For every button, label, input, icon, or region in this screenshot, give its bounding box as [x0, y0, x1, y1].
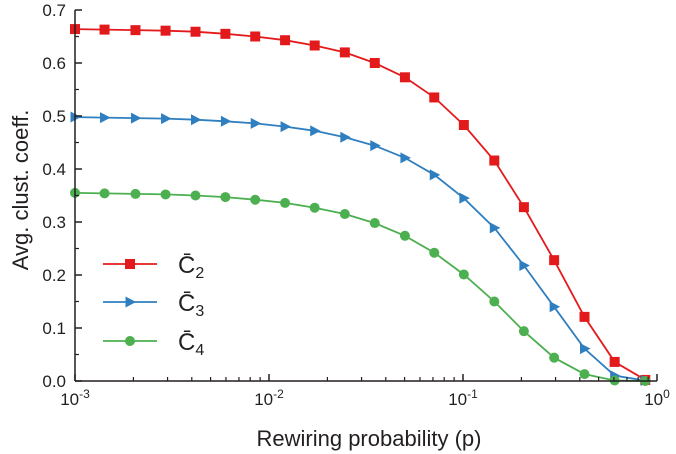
data-point-square	[220, 28, 231, 39]
data-point-triangle	[280, 121, 292, 133]
data-point-circle	[429, 247, 440, 258]
data-point-square	[130, 25, 141, 36]
x-tick-label: 10-1	[448, 387, 478, 409]
plot-area	[70, 24, 652, 386]
data-point-circle	[99, 188, 110, 199]
data-point-triangle	[220, 115, 232, 127]
legend-label: C̄2	[178, 252, 204, 282]
y-tick-label: 0.5	[42, 107, 66, 126]
data-point-square	[429, 92, 440, 103]
axes: 0.0 0.1 0.2 0.3 0.4 0.5 0.6 0.7 10-3 10-2 10-1 100	[42, 1, 670, 409]
data-point-triangle	[191, 114, 202, 126]
x-tick-label: 10-2	[254, 387, 284, 409]
data-point-triangle	[489, 222, 501, 234]
data-point-square	[309, 40, 320, 51]
data-point-circle	[125, 336, 135, 346]
data-point-circle	[220, 192, 231, 203]
data-point-circle	[250, 194, 261, 205]
data-point-square	[609, 356, 620, 367]
data-point-triangle	[125, 296, 136, 308]
data-point-triangle	[429, 169, 441, 181]
data-point-triangle	[549, 301, 561, 313]
data-point-triangle	[400, 152, 411, 164]
legend-entry-2: C̄2	[103, 252, 204, 282]
y-tick-label: 0.1	[42, 319, 66, 338]
data-point-circle	[399, 230, 410, 241]
series-line	[74, 116, 646, 382]
data-point-triangle	[100, 112, 111, 124]
series-line	[74, 192, 646, 382]
data-point-circle	[579, 369, 590, 380]
y-tick-label: 0.0	[42, 372, 66, 391]
data-point-square	[280, 35, 291, 46]
data-point-square	[339, 47, 350, 58]
data-point-circle	[489, 296, 500, 307]
data-point-circle	[280, 197, 291, 208]
data-point-circle	[160, 189, 171, 200]
data-point-triangle	[130, 112, 142, 124]
series-3	[70, 111, 652, 386]
data-point-triangle	[459, 192, 470, 204]
data-point-square	[458, 120, 469, 131]
data-point-triangle	[340, 131, 351, 143]
x-tick-label: 100	[644, 387, 670, 409]
y-tick-label: 0.2	[42, 266, 66, 285]
x-axis-title: Rewiring probability (p)	[257, 426, 482, 451]
data-point-square	[160, 25, 171, 36]
data-point-square	[99, 24, 110, 35]
data-point-triangle	[580, 343, 591, 355]
legend-entry-4: C̄4	[103, 329, 204, 359]
legend-entry-3: C̄3	[103, 290, 204, 320]
data-point-circle	[369, 218, 380, 229]
legend-label: C̄4	[178, 329, 204, 359]
y-axis-title: Avg. clust. coeff.	[8, 110, 33, 271]
data-point-triangle	[310, 125, 321, 137]
data-point-square	[369, 58, 380, 68]
series-line	[74, 28, 646, 381]
data-point-circle	[549, 352, 560, 363]
data-point-square	[489, 155, 500, 166]
legend-label: C̄3	[178, 290, 204, 320]
legend: C̄2 C̄3 C̄4	[103, 252, 204, 359]
data-point-triangle	[370, 140, 381, 152]
data-point-square	[125, 259, 135, 269]
data-point-triangle	[161, 113, 172, 125]
data-point-circle	[518, 326, 529, 337]
y-tick-label: 0.7	[42, 1, 66, 20]
data-point-circle	[130, 188, 141, 199]
data-point-square	[190, 26, 201, 37]
series-2	[70, 24, 651, 385]
data-point-circle	[339, 209, 350, 220]
x-tick-label: 10-3	[60, 387, 90, 409]
data-point-square	[579, 311, 590, 322]
data-point-triangle	[250, 117, 262, 129]
y-tick-label: 0.6	[42, 54, 66, 73]
y-tick-label: 0.3	[42, 213, 66, 232]
data-point-circle	[190, 190, 201, 201]
data-point-circle	[309, 202, 320, 213]
data-point-circle	[458, 269, 469, 280]
data-point-square	[549, 255, 560, 266]
data-point-square	[399, 72, 410, 83]
series-4	[70, 187, 651, 386]
data-point-square	[518, 202, 529, 213]
data-point-triangle	[519, 259, 530, 271]
data-point-square	[250, 31, 261, 42]
y-tick-label: 0.4	[42, 160, 66, 179]
